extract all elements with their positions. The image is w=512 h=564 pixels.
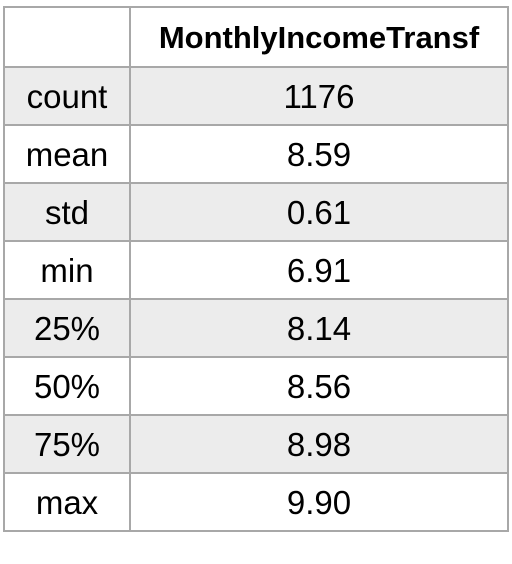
table-row-count: count 1176 (3, 66, 509, 126)
row-value-min: 6.91 (129, 240, 509, 300)
row-value-max: 9.90 (129, 472, 509, 532)
table-row-75pct: 75% 8.98 (3, 414, 509, 474)
row-value-mean: 8.59 (129, 124, 509, 184)
row-value-75pct: 8.98 (129, 414, 509, 474)
row-value-std: 0.61 (129, 182, 509, 242)
table-row-std: std 0.61 (3, 182, 509, 242)
row-label-25pct: 25% (3, 298, 131, 358)
table-header-row: MonthlyIncomeTransf (3, 6, 509, 68)
stats-table-container: MonthlyIncomeTransf count 1176 mean 8.59… (3, 6, 509, 532)
table-row-50pct: 50% 8.56 (3, 356, 509, 416)
describe-stats-table: MonthlyIncomeTransf count 1176 mean 8.59… (3, 6, 509, 532)
column-header-monthly-income-transf: MonthlyIncomeTransf (129, 6, 509, 68)
table-row-mean: mean 8.59 (3, 124, 509, 184)
row-value-count: 1176 (129, 66, 509, 126)
table-row-25pct: 25% 8.14 (3, 298, 509, 358)
corner-header-cell (3, 6, 131, 68)
table-row-max: max 9.90 (3, 472, 509, 532)
row-label-std: std (3, 182, 131, 242)
row-value-25pct: 8.14 (129, 298, 509, 358)
row-label-min: min (3, 240, 131, 300)
row-label-mean: mean (3, 124, 131, 184)
row-label-count: count (3, 66, 131, 126)
row-value-50pct: 8.56 (129, 356, 509, 416)
table-row-min: min 6.91 (3, 240, 509, 300)
row-label-75pct: 75% (3, 414, 131, 474)
row-label-50pct: 50% (3, 356, 131, 416)
row-label-max: max (3, 472, 131, 532)
